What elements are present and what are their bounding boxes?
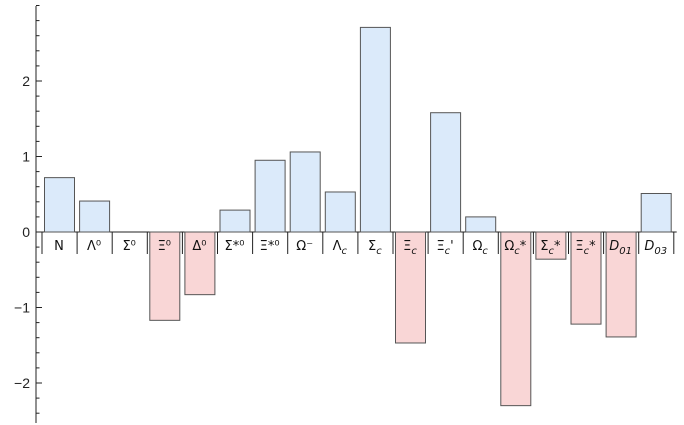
category-label: Σc* bbox=[540, 239, 561, 257]
category-label: N bbox=[54, 239, 64, 254]
category-label: Λ⁰ bbox=[87, 239, 101, 254]
bar bbox=[465, 216, 497, 233]
category-label: Σc bbox=[368, 239, 382, 257]
bar bbox=[395, 231, 426, 344]
category-label: Σ⁰ bbox=[122, 239, 135, 254]
bar bbox=[605, 231, 637, 338]
bar bbox=[254, 159, 286, 233]
category-label: Ξc bbox=[403, 239, 417, 257]
y-tick-label: 1 bbox=[22, 149, 30, 165]
bar bbox=[289, 151, 321, 233]
category-label: Ξ⁰ bbox=[158, 239, 171, 254]
bar bbox=[430, 112, 462, 233]
category-separators bbox=[41, 232, 675, 254]
category-label: Ξc* bbox=[575, 239, 596, 257]
y-ticks: −2 −1 0 1 2 bbox=[14, 5, 42, 414]
category-label: Ξc' bbox=[436, 239, 453, 257]
bar bbox=[324, 191, 356, 233]
bar bbox=[44, 177, 75, 233]
bar bbox=[79, 200, 111, 233]
bar bbox=[500, 231, 532, 407]
category-labels: N Λ⁰ Σ⁰ Ξ⁰ Δ⁰ Σ*⁰ Ξ*⁰ Ω⁻ Λc Σc Ξc Ξc' Ωc Ωc* Σc* Ξc* D01… bbox=[54, 239, 667, 257]
y-tick-label: 0 bbox=[22, 224, 30, 240]
bar bbox=[149, 231, 181, 321]
bar bbox=[184, 231, 216, 296]
bar bbox=[219, 209, 251, 233]
category-label: Δ⁰ bbox=[192, 239, 206, 254]
bar bbox=[570, 231, 602, 325]
category-label: Ξ*⁰ bbox=[260, 239, 280, 254]
y-tick-label: 2 bbox=[22, 73, 30, 89]
bar bbox=[535, 231, 567, 260]
category-label: Ωc bbox=[472, 239, 488, 257]
bars bbox=[44, 26, 672, 407]
category-label: D03 bbox=[644, 239, 667, 257]
category-label: Λc bbox=[333, 239, 348, 257]
bar bbox=[640, 192, 672, 233]
y-tick-label: −2 bbox=[14, 375, 30, 391]
bar bbox=[359, 26, 391, 233]
category-label: D01 bbox=[609, 239, 632, 257]
category-label: Ω⁻ bbox=[296, 239, 313, 254]
y-tick-label: −1 bbox=[14, 300, 30, 316]
category-label: Σ*⁰ bbox=[225, 239, 245, 254]
category-label: Ωc* bbox=[504, 239, 526, 257]
